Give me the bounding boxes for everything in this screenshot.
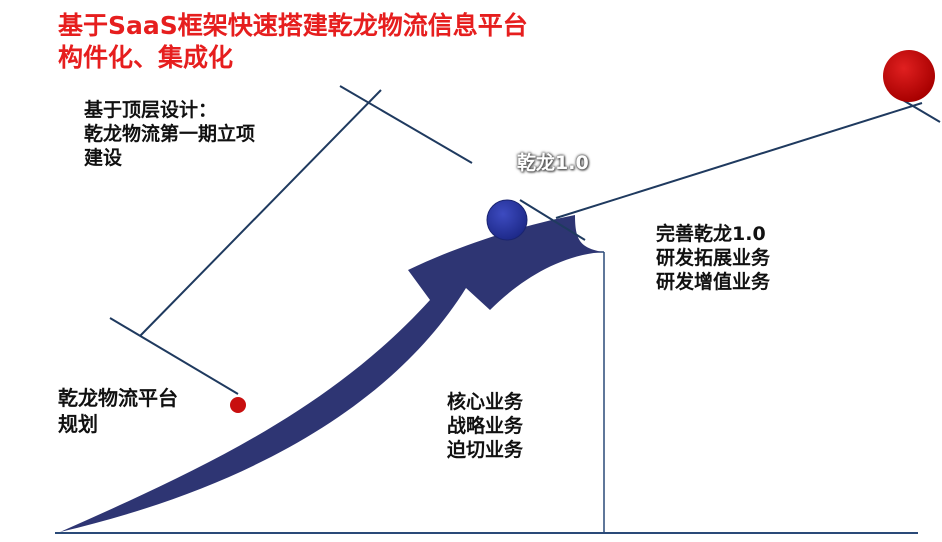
version-label: 乾龙1.0: [517, 152, 589, 174]
node-tick: [519, 199, 586, 241]
version-node: [486, 199, 528, 241]
platform-plan-line-1: 乾龙物流平台: [58, 386, 178, 410]
start-dot: [230, 397, 246, 413]
title-line-1: 基于SaaS框架快速搭建乾龙物流信息平台: [58, 11, 528, 40]
bracket-line: [139, 89, 382, 337]
core-line-1: 核心业务: [447, 391, 524, 413]
top-design-line-1: 基于顶层设计：: [84, 99, 218, 121]
platform-plan-text: 乾龙物流平台 规划: [58, 385, 178, 437]
improve-line-2: 研发拓展业务: [656, 247, 771, 269]
improve-line-3: 研发增值业务: [656, 271, 771, 293]
goal-dot: [883, 50, 935, 102]
bracket-top-tick: [339, 85, 473, 164]
page-title: 基于SaaS框架快速搭建乾龙物流信息平台 构件化、集成化: [58, 10, 528, 74]
trend-line: [555, 102, 923, 219]
bracket-bottom-tick: [109, 317, 239, 395]
top-design-line-3: 建设: [84, 147, 123, 169]
top-design-line-2: 乾龙物流第一期立项: [84, 123, 256, 145]
improve-line-1: 完善乾龙1.0: [656, 223, 766, 245]
growth-arrow: [60, 215, 603, 532]
core-business-text: 核心业务 战略业务 迫切业务: [447, 390, 523, 462]
platform-plan-line-2: 规划: [58, 412, 98, 436]
core-line-2: 战略业务: [447, 415, 524, 437]
improve-text: 完善乾龙1.0 研发拓展业务 研发增值业务: [656, 222, 770, 294]
core-line-3: 迫切业务: [447, 439, 524, 461]
top-design-text: 基于顶层设计： 乾龙物流第一期立项 建设: [84, 98, 255, 170]
title-line-2: 构件化、集成化: [58, 43, 234, 72]
